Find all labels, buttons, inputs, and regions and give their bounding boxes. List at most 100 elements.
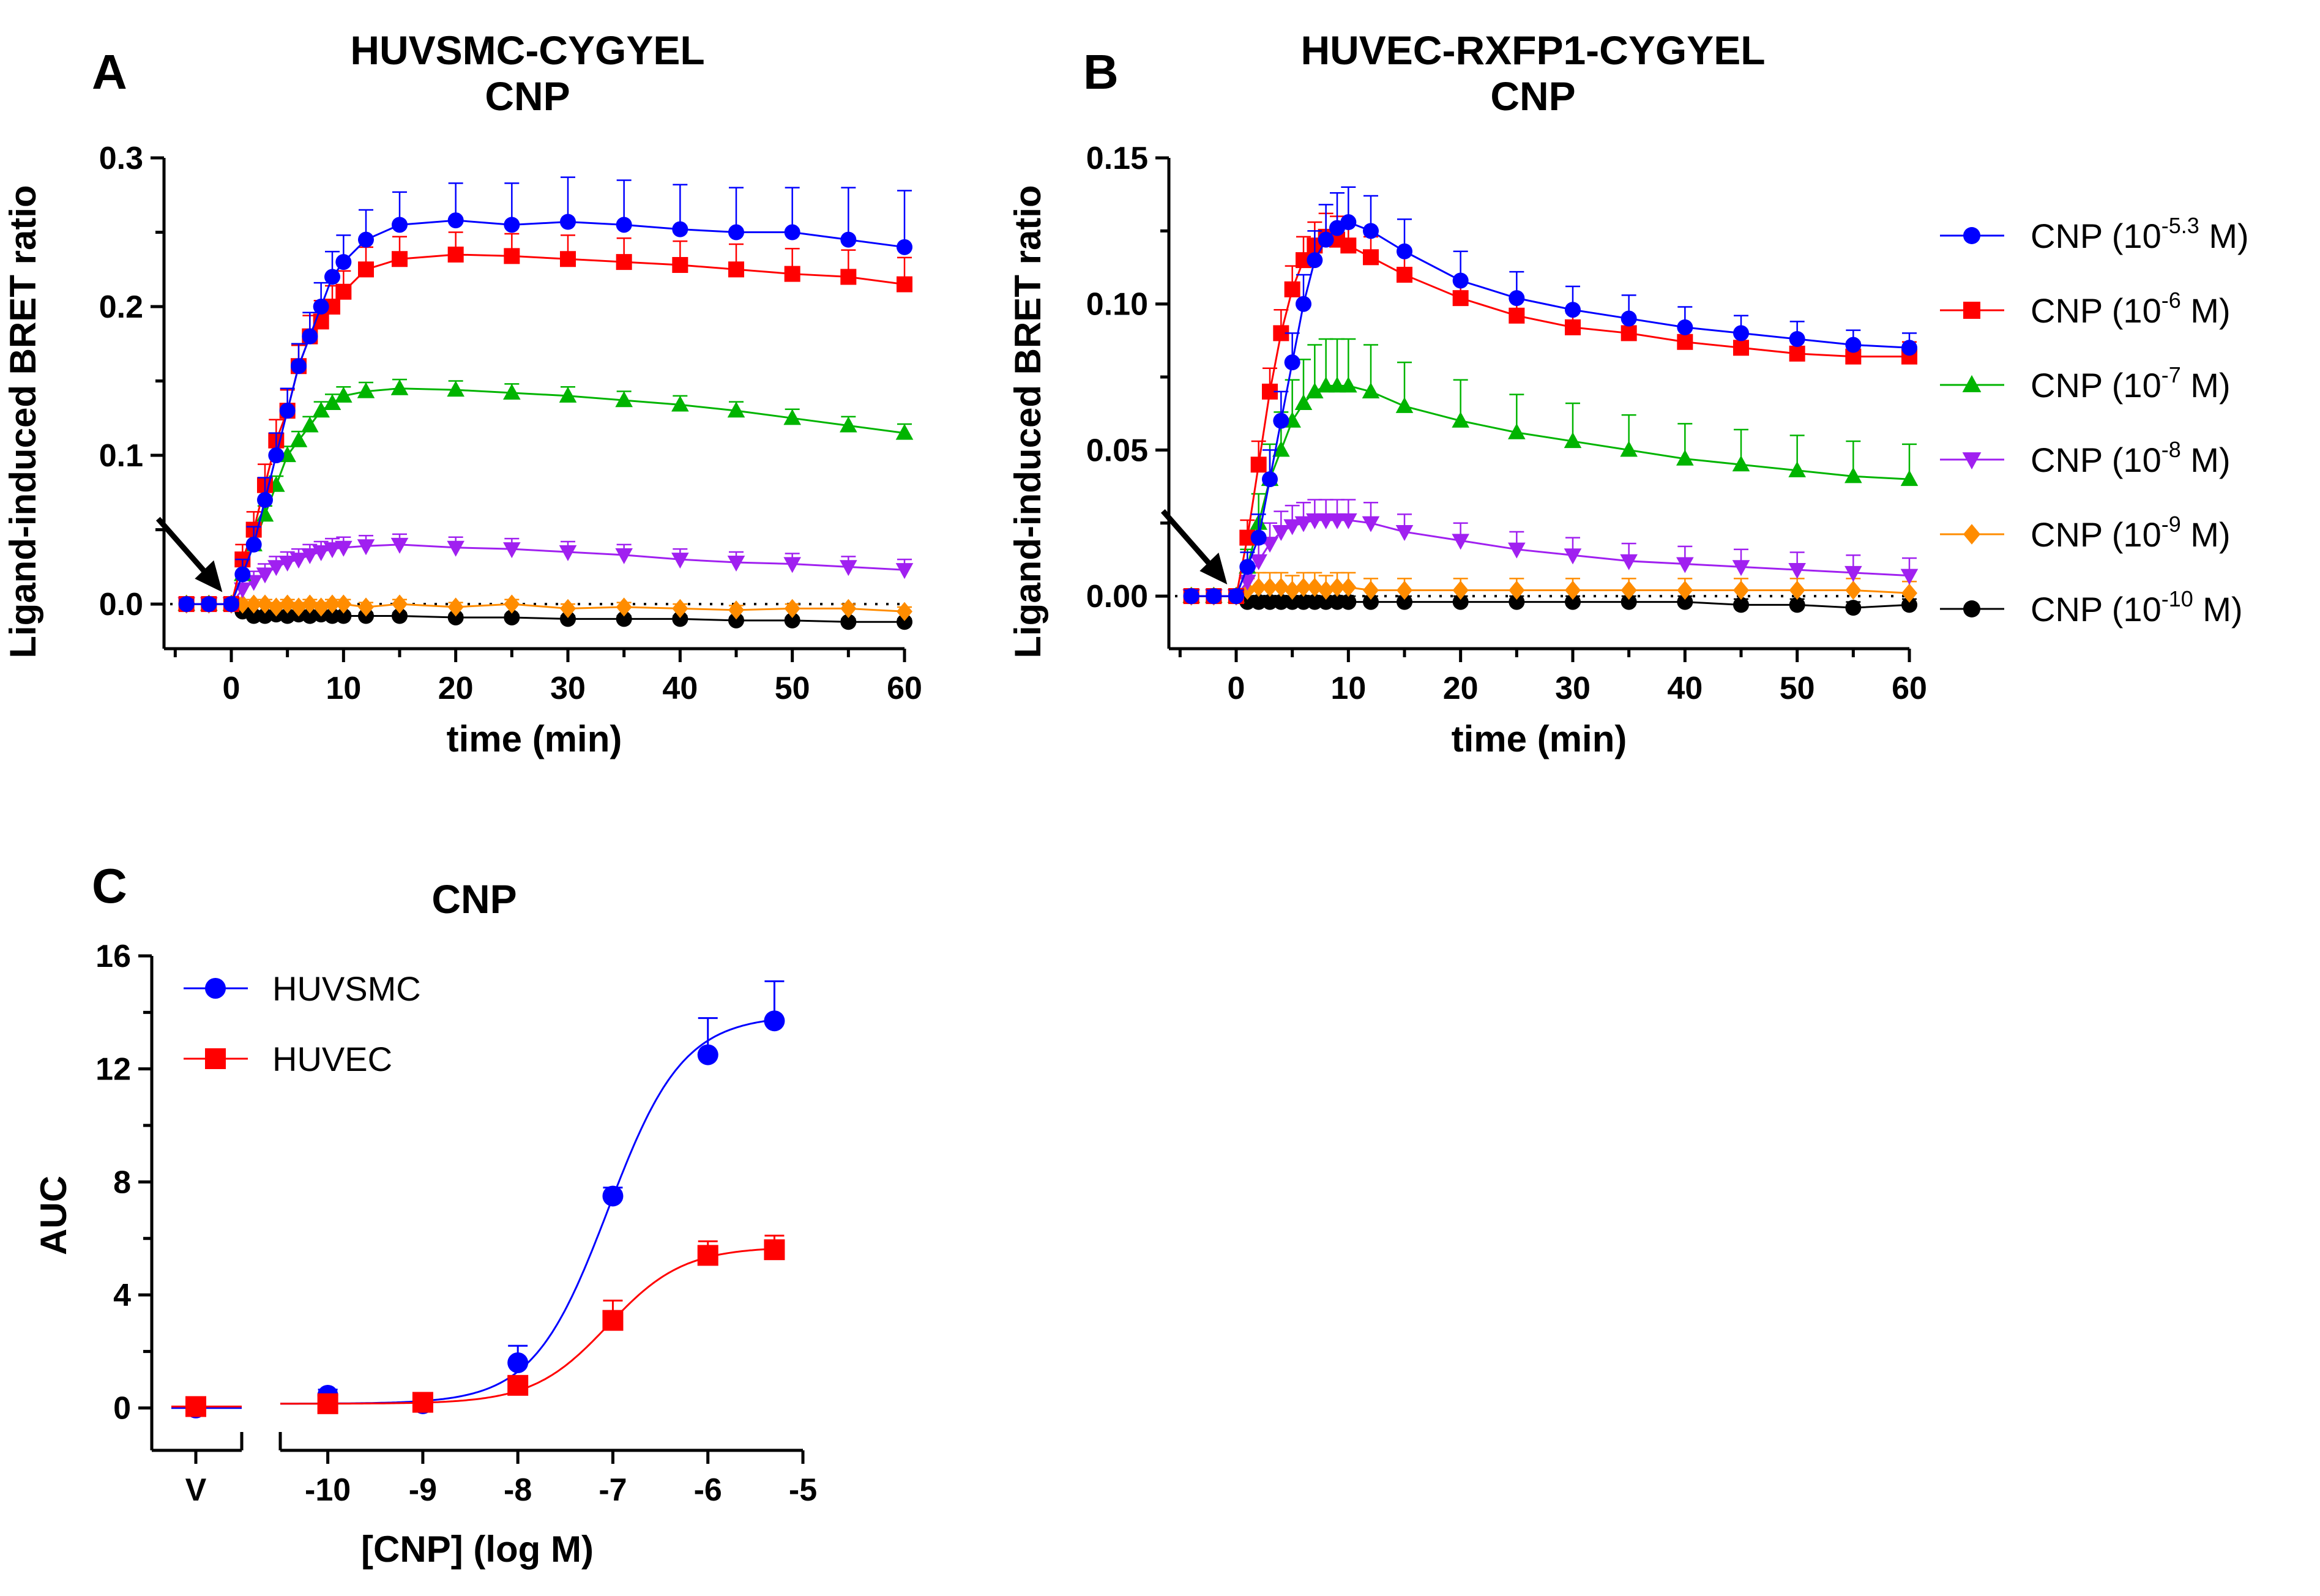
panel-b-data-point bbox=[1363, 223, 1379, 239]
panel-b-data-point bbox=[1621, 594, 1637, 610]
panel-b-data-point bbox=[1509, 580, 1525, 600]
panel-a-data-point bbox=[840, 416, 857, 433]
panel-b-y-tick-label: 0.15 bbox=[1086, 141, 1148, 176]
panel-c-y-tick-label: 16 bbox=[95, 939, 131, 974]
panel-b-data-point bbox=[1732, 560, 1750, 576]
panel-b-data-point bbox=[1340, 237, 1357, 254]
panel-b-x-axis-label: time (min) bbox=[1452, 718, 1627, 759]
panel-b-data-point bbox=[1733, 597, 1749, 613]
panel-c-chart: C CNP 0 4 8 12 16 V -10 -9 -8 -7 -6 -5 [CNP] (log M) AU… bbox=[33, 859, 817, 1570]
panel-a-data-point bbox=[301, 548, 319, 564]
panel-a-data-point bbox=[335, 254, 352, 270]
panel-c-data-point bbox=[697, 1245, 718, 1266]
panel-a-data-point bbox=[392, 594, 408, 614]
panel-a-title-line-2: CNP bbox=[485, 73, 570, 119]
panel-a-data-point bbox=[245, 536, 262, 553]
panel-a-data-point bbox=[358, 231, 374, 248]
panel-b-series-5 bbox=[1183, 572, 1917, 606]
panel-a-data-point bbox=[840, 598, 857, 618]
panel-b-data-point bbox=[1509, 290, 1525, 307]
legend-label: CNP (10-10 M) bbox=[2031, 586, 2243, 628]
panel-b-data-point bbox=[1452, 534, 1469, 550]
panel-b-y-tick-label: 0.05 bbox=[1086, 433, 1148, 468]
panel-a-data-point bbox=[840, 560, 857, 576]
panel-b-data-point bbox=[1307, 594, 1323, 610]
panel-a-x-tick-label: 60 bbox=[887, 671, 922, 706]
panel-a-data-point bbox=[560, 598, 576, 618]
panel-b-x-tick-label: 60 bbox=[1892, 671, 1927, 706]
panel-a-data-point bbox=[671, 395, 689, 412]
panel-b-data-point bbox=[1183, 588, 1199, 605]
panel-c-y-axis-label: AUC bbox=[33, 1176, 74, 1255]
panel-a-x-tick-label: 50 bbox=[775, 671, 810, 706]
panel-b-data-point bbox=[1284, 281, 1300, 297]
panel-a-data-point bbox=[672, 221, 688, 237]
panel-b-data-point bbox=[1677, 594, 1693, 610]
panel-b-x-tick-label: 30 bbox=[1555, 671, 1591, 706]
panel-a-data-point bbox=[324, 594, 340, 614]
panel-a-data-point bbox=[897, 276, 912, 293]
panel-a-data-point bbox=[447, 609, 464, 625]
legend-entry-2: CNP (10-6 M) bbox=[1940, 288, 2231, 330]
panel-a-data-point bbox=[312, 545, 330, 561]
panel-c-legend-marker bbox=[205, 978, 226, 999]
panel-a-data-point bbox=[672, 598, 688, 618]
panel-b-data-point bbox=[1564, 548, 1582, 565]
panel-a-data-point bbox=[728, 600, 744, 620]
panel-a-data-point bbox=[616, 254, 632, 270]
panel-b-data-point bbox=[1621, 325, 1637, 341]
panel-b-data-point bbox=[1733, 580, 1749, 600]
panel-a-data-point bbox=[390, 379, 409, 395]
legend-label: CNP (10-9 M) bbox=[2031, 512, 2231, 554]
panel-a-data-point bbox=[728, 261, 744, 278]
panel-a-data-point bbox=[504, 609, 520, 625]
panel-a-arrow-head bbox=[195, 560, 223, 592]
panel-a-data-point bbox=[358, 261, 374, 278]
legend-label: CNP (10-5.3 M) bbox=[2031, 213, 2249, 255]
panel-c-data-point bbox=[507, 1352, 529, 1373]
panel-a-data-point bbox=[783, 409, 801, 425]
panel-a-data-point bbox=[840, 269, 857, 285]
panel-c-y-tick-label: 8 bbox=[113, 1165, 131, 1200]
panel-b-data-point bbox=[1262, 578, 1278, 597]
panel-b-data-point bbox=[1789, 330, 1805, 347]
panel-b-series-6 bbox=[1183, 588, 1917, 616]
panel-b-y-tick-label: 0.00 bbox=[1086, 579, 1148, 614]
panel-c-x-axis-label: [CNP] (log M) bbox=[361, 1529, 594, 1570]
panel-b-data-point bbox=[1789, 580, 1805, 600]
panel-c-data-point bbox=[185, 1396, 206, 1417]
panel-b-data-point bbox=[1250, 457, 1267, 473]
panel-c-x-tick-label: -6 bbox=[694, 1472, 722, 1508]
panel-b-data-point bbox=[1452, 580, 1469, 600]
panel-a-data-point bbox=[335, 540, 352, 557]
panel-b-data-point bbox=[1452, 594, 1469, 610]
panel-a-data-point bbox=[784, 224, 800, 241]
panel-c-legend-label: HUVSMC bbox=[272, 969, 421, 1008]
legend-marker bbox=[1962, 375, 1982, 392]
panel-b-x-tick-label: 40 bbox=[1667, 671, 1703, 706]
legend-label: CNP (10-7 M) bbox=[2031, 362, 2231, 405]
panel-b-data-point bbox=[1845, 337, 1862, 353]
panel-b-data-point bbox=[1250, 554, 1267, 570]
panel-a-data-point bbox=[559, 386, 577, 403]
panel-b-data-point bbox=[1452, 272, 1469, 289]
panel-b-data-point bbox=[1284, 580, 1300, 600]
panel-b-data-point bbox=[1901, 597, 1917, 613]
panel-b-data-point bbox=[1620, 441, 1638, 457]
panel-b-data-point bbox=[1900, 470, 1919, 487]
panel-b-data-point bbox=[1363, 594, 1379, 610]
panel-a-data-point bbox=[895, 423, 914, 440]
legend-entry-6: CNP (10-10 M) bbox=[1940, 586, 2243, 628]
panel-b-series-2 bbox=[1183, 212, 1917, 605]
panel-b-data-point bbox=[1677, 319, 1693, 335]
panel-c-data-point bbox=[507, 1374, 529, 1396]
panel-a-data-point bbox=[897, 602, 912, 621]
panel-b-data-point bbox=[1845, 600, 1862, 616]
panel-b-arrow-head bbox=[1199, 552, 1228, 584]
panel-b-data-point bbox=[1273, 412, 1289, 429]
legend-label: CNP (10-8 M) bbox=[2031, 437, 2231, 479]
panel-a-data-point bbox=[335, 386, 352, 403]
panel-a-data-point bbox=[335, 608, 352, 624]
panel-b-x-tick-label: 0 bbox=[1228, 671, 1245, 706]
panel-b-data-point bbox=[1845, 580, 1862, 600]
